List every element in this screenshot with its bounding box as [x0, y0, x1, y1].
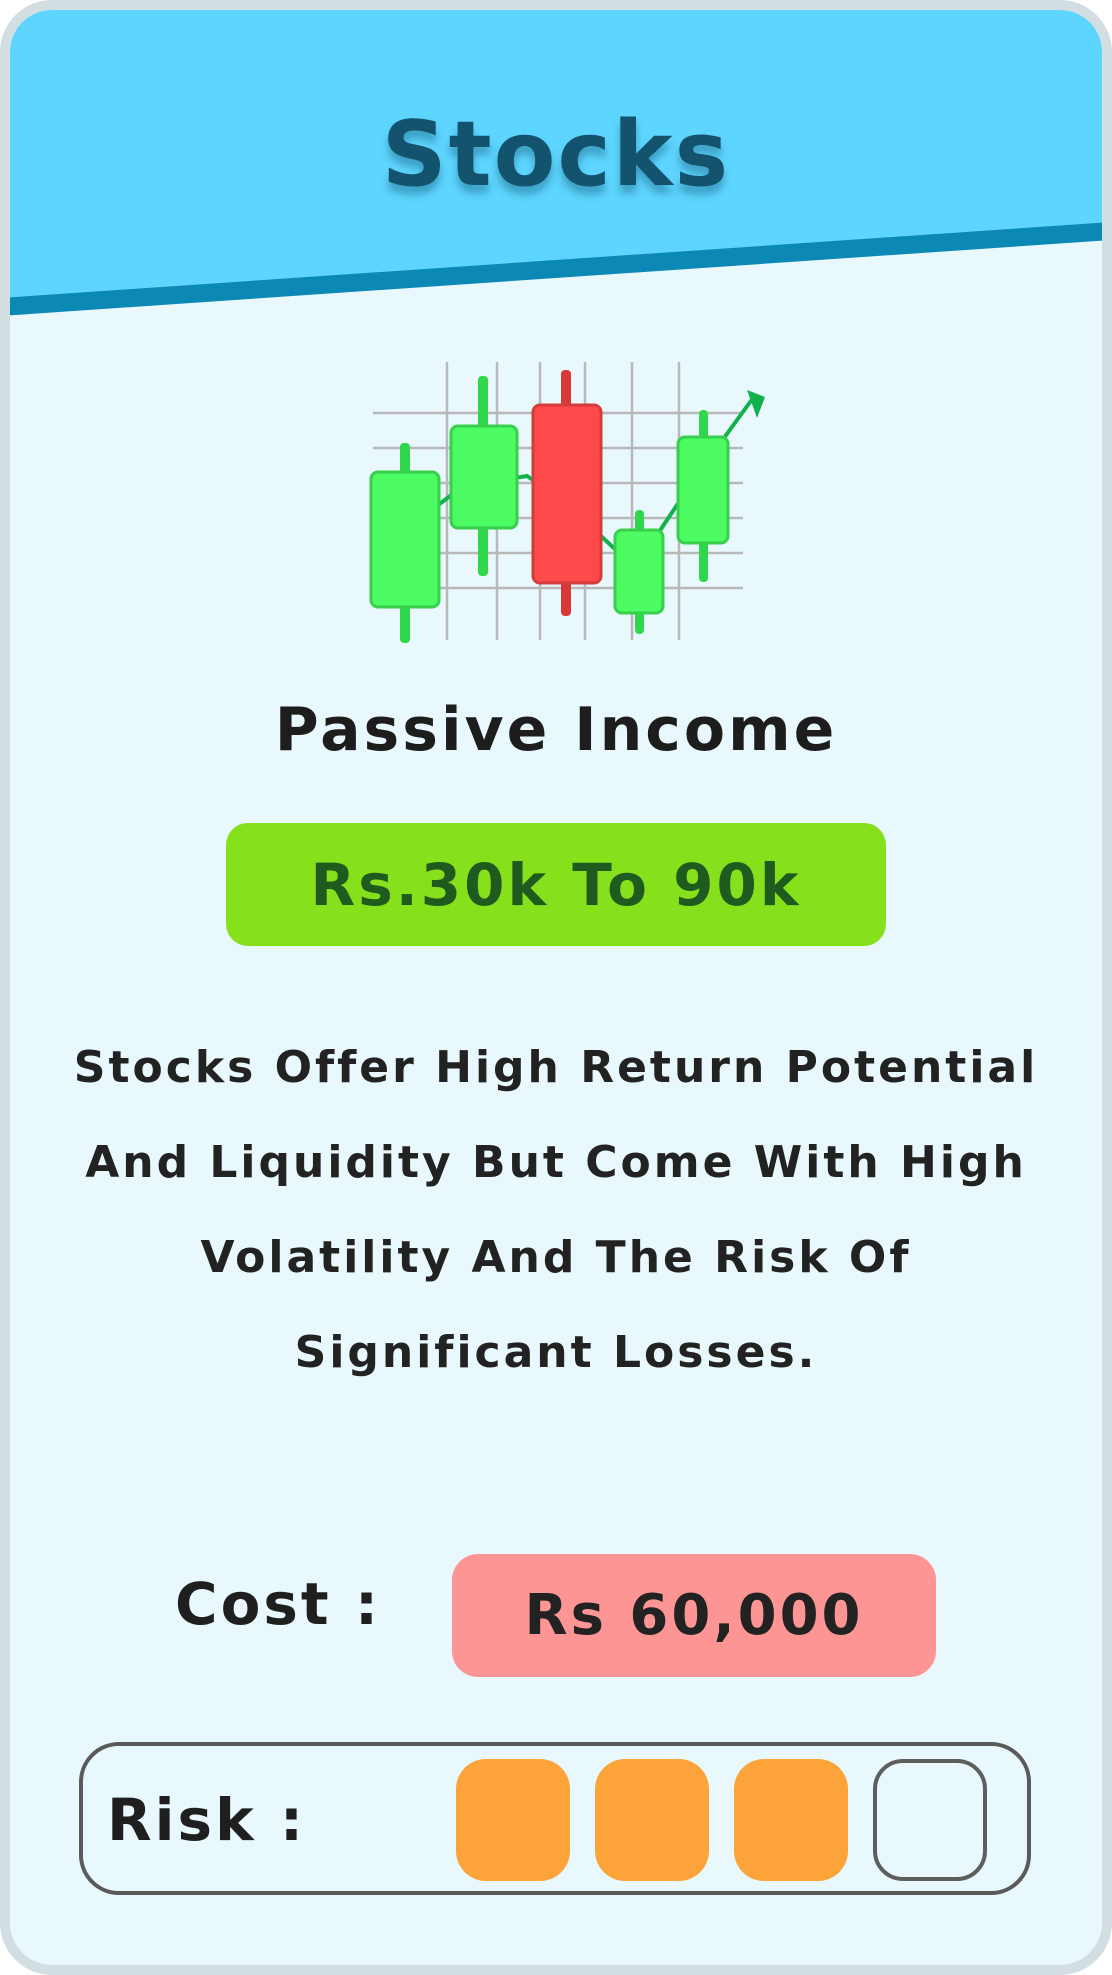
- risk-pip-1: [456, 1759, 570, 1881]
- income-range-badge: Rs.30k To 90k: [226, 823, 886, 946]
- candle-5: [676, 410, 730, 582]
- candle-2: [449, 376, 519, 576]
- income-label: Passive Income: [274, 695, 838, 765]
- candle-1: [369, 443, 441, 643]
- cost-value-badge: Rs 60,000: [452, 1554, 936, 1677]
- risk-pip-4: [873, 1759, 987, 1881]
- card-title: Stocks: [381, 102, 731, 207]
- risk-label: Risk :: [107, 1786, 307, 1854]
- candle-4: [613, 510, 665, 634]
- description-text: Stocks Offer High Return Potential And L…: [73, 1042, 1039, 1378]
- risk-pip-3: [734, 1759, 848, 1881]
- risk-pip-2: [595, 1759, 709, 1881]
- header-banner: [10, 10, 1102, 316]
- candlestick-chart-icon: [369, 362, 765, 643]
- candle-3: [531, 370, 603, 616]
- risk-meter: Risk :: [79, 1742, 1031, 1895]
- cost-label: Cost :: [175, 1570, 382, 1638]
